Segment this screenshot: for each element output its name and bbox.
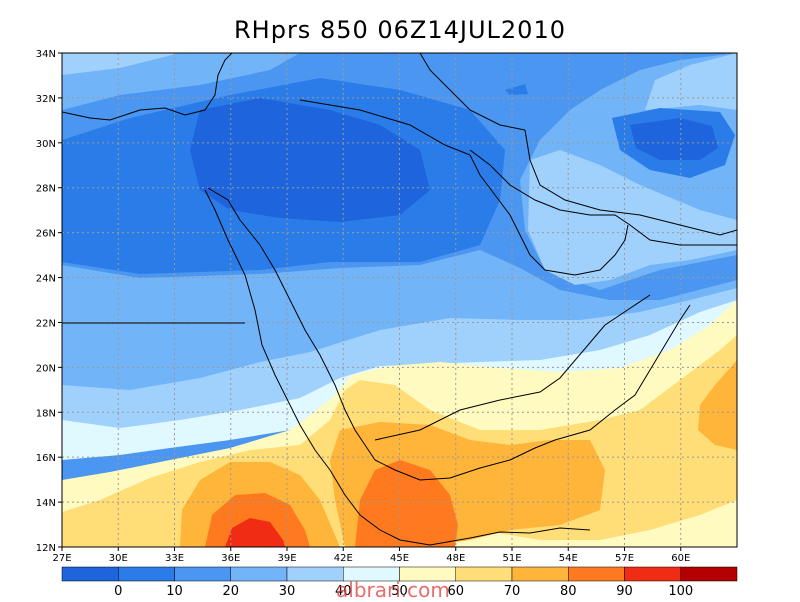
red-sea-west-coast (204, 189, 361, 516)
contour-band-80-90-oman (698, 360, 737, 450)
lon-tick-label: 39E (277, 553, 296, 564)
colorbar-label: 90 (616, 584, 633, 599)
contour-band-40-50-east (645, 53, 737, 110)
colorbar-label: 60 (447, 584, 464, 599)
lat-tick-label: 22N (36, 318, 56, 329)
lon-tick-label: 36E (221, 553, 240, 564)
arabia-south-coast (374, 304, 691, 481)
lon-tick-label: 51E (502, 553, 521, 564)
lat-tick-label: 20N (36, 363, 56, 374)
colorbar: 0 10 20 30 40 50 60 70 80 90 100 (61, 566, 738, 599)
colorbar-swatch (286, 566, 344, 582)
contour-band-40-50-nw (62, 53, 180, 75)
lat-tick-label: 28N (36, 184, 56, 195)
persian-gulf-east-coast (469, 149, 737, 246)
saudi-yemen-border (374, 294, 651, 441)
persian-gulf-west-coast (469, 154, 629, 276)
caspian-iran-coast (419, 53, 526, 131)
watermark-text: albrari.com (336, 578, 450, 602)
mediterranean-coast (62, 53, 233, 121)
colorbar-label: 40 (335, 584, 352, 599)
colorbar-swatch (455, 566, 513, 582)
plot-title: RHprs 850 06Z14JUL2010 (233, 16, 566, 44)
longitude-axis: 27E 30E 33E 36E 39E 42E 45E 48E 51E 54E 57E 60E (52, 547, 690, 564)
contour-band-0-10-iraq (190, 98, 430, 222)
contour-band-40-50-gulf (528, 150, 737, 285)
lat-tick-label: 32N (36, 94, 56, 105)
colorbar-swatch (118, 566, 175, 582)
contour-band-90-100-yemen (355, 460, 458, 547)
contour-band-10-20-ne (505, 84, 528, 95)
colorbar-label: 100 (668, 584, 693, 599)
lon-tick-label: 54E (559, 553, 578, 564)
lat-tick-label: 24N (36, 274, 56, 285)
lat-tick-label: 34N (36, 49, 56, 60)
lon-tick-label: 33E (165, 553, 184, 564)
lon-tick-label: 45E (390, 553, 409, 564)
colorbar-swatch (624, 566, 681, 582)
colorbar-label: 30 (279, 584, 296, 599)
colorbar-swatch (511, 566, 569, 582)
red-sea-east-coast (207, 187, 376, 461)
colorbar-swatch (61, 566, 119, 582)
colorbar-swatch (230, 566, 288, 582)
graticule (62, 53, 737, 547)
lat-tick-label: 26N (36, 229, 56, 240)
lon-tick-label: 30E (109, 553, 128, 564)
lon-tick-label: 48E (446, 553, 465, 564)
lat-tick-label: 30N (36, 139, 56, 150)
lon-tick-label: 57E (615, 553, 634, 564)
coastline-borders (62, 53, 737, 546)
colorbar-label: 70 (504, 584, 521, 599)
lon-tick-label: 42E (334, 553, 353, 564)
contour-band-0-10-iran (630, 118, 718, 160)
colorbar-swatch (568, 566, 625, 582)
lat-tick-label: 12N (36, 543, 56, 554)
saudi-iraq-border (299, 99, 471, 156)
lat-tick-label: 14N (36, 498, 56, 509)
colorbar-label: 80 (560, 584, 577, 599)
lon-tick-label: 60E (671, 553, 690, 564)
colorbar-swatch (174, 566, 231, 582)
contour-band-100-eth (225, 518, 285, 547)
colorbar-label: 50 (391, 584, 408, 599)
lat-tick-label: 18N (36, 408, 56, 419)
horn-of-africa-coast (359, 514, 591, 546)
colorbar-label: 0 (114, 584, 122, 599)
iran-south-coast (524, 129, 737, 236)
lon-tick-label: 27E (52, 553, 71, 564)
colorbar-swatch (680, 566, 738, 582)
colorbar-label: 10 (166, 584, 183, 599)
latitude-axis: 12N 14N 16N 18N 20N 22N 24N 26N 28N 30N 32N 34N (36, 49, 62, 554)
lat-tick-label: 16N (36, 453, 56, 464)
colorbar-label: 20 (222, 584, 239, 599)
